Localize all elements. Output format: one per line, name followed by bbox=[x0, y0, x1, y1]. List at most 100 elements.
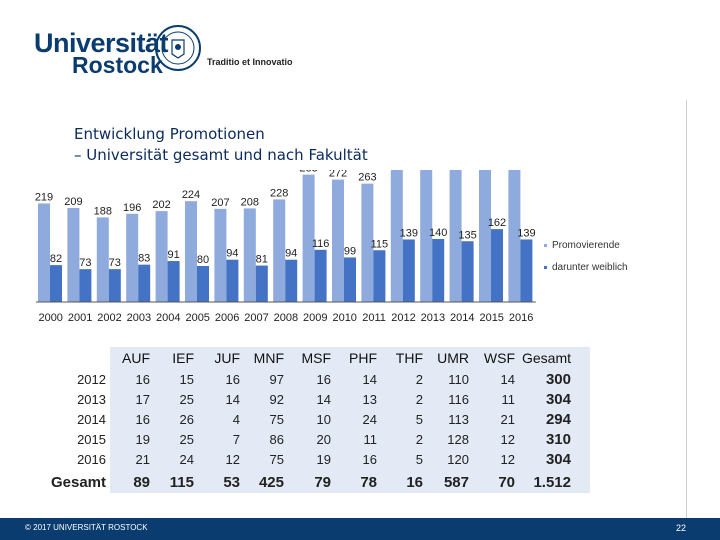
row-label: 2015 bbox=[77, 431, 106, 447]
bar-total-2006 bbox=[214, 208, 227, 302]
x-tick-label-2002: 2002 bbox=[97, 312, 121, 324]
col-header: JUF bbox=[214, 350, 240, 366]
table-row: 2014 16 26 4 75 10 24 5 113 21 294 bbox=[44, 409, 571, 429]
x-tick-label-2012: 2012 bbox=[391, 312, 415, 324]
bar-female-2004 bbox=[167, 261, 180, 302]
bar-total-2011 bbox=[361, 183, 374, 302]
bar-total-2013 bbox=[420, 170, 433, 302]
logo-motto: Traditio et Innovatio bbox=[207, 57, 293, 67]
table-cell: 24 bbox=[362, 411, 377, 427]
x-tick-label-2014: 2014 bbox=[450, 312, 474, 324]
table-cell: 25 bbox=[179, 391, 194, 407]
data-label-total-2010: 272 bbox=[329, 170, 347, 180]
bar-female-2001 bbox=[79, 269, 92, 302]
data-label-female-2001: 73 bbox=[79, 257, 91, 269]
table-cell: 5 bbox=[415, 451, 423, 467]
col-header: UMR bbox=[437, 350, 469, 366]
x-tick-label-2004: 2004 bbox=[156, 312, 180, 324]
bar-female-2003 bbox=[138, 264, 151, 302]
data-label-total-2003: 196 bbox=[123, 202, 141, 214]
total-cell: 16 bbox=[406, 474, 423, 491]
data-label-total-2011: 263 bbox=[358, 172, 376, 184]
table-cell: 19 bbox=[135, 431, 150, 447]
table-cell: 21 bbox=[135, 451, 150, 467]
col-header: MNF bbox=[253, 350, 284, 366]
data-label-total-2009: 283 bbox=[299, 170, 317, 175]
table-cell: 116 bbox=[448, 391, 469, 407]
data-label-total-2008: 228 bbox=[270, 187, 288, 199]
table-cell: 75 bbox=[269, 451, 284, 467]
table-cell: 12 bbox=[500, 451, 515, 467]
table-row: 2015 19 25 7 86 20 11 2 128 12 310 bbox=[44, 429, 571, 449]
page-title: Entwicklung Promotionen – Universität ge… bbox=[74, 124, 368, 166]
table-cell: 113 bbox=[448, 411, 469, 427]
total-cell: 89 bbox=[133, 474, 150, 491]
table-cell: 5 bbox=[415, 411, 423, 427]
table-cell: 2 bbox=[415, 371, 423, 387]
row-label: 2013 bbox=[77, 391, 106, 407]
bar-total-2004 bbox=[155, 211, 168, 302]
page-number: 22 bbox=[675, 523, 686, 533]
x-tick-label-2011: 2011 bbox=[362, 312, 386, 324]
title-line-1: Entwicklung Promotionen bbox=[74, 125, 265, 143]
table-cell: 17 bbox=[135, 391, 150, 407]
data-label-female-2002: 73 bbox=[109, 257, 121, 269]
bar-total-2009 bbox=[302, 174, 315, 302]
col-header: MSF bbox=[301, 350, 331, 366]
col-header: Gesamt bbox=[521, 350, 571, 366]
row-label-total: Gesamt bbox=[50, 474, 106, 491]
table-cell-total: 310 bbox=[545, 430, 571, 448]
x-tick-label-2007: 2007 bbox=[244, 312, 268, 324]
legend-item-female: darunter weiblich bbox=[544, 262, 628, 284]
table-cell: 15 bbox=[179, 371, 194, 387]
table-background bbox=[110, 347, 590, 493]
bar-female-2010 bbox=[344, 257, 356, 302]
data-label-female-2014: 135 bbox=[458, 229, 476, 241]
data-label-female-2003: 83 bbox=[138, 253, 150, 265]
row-label: 2012 bbox=[77, 371, 106, 387]
data-label-total-2000: 219 bbox=[35, 191, 53, 203]
university-seal-icon bbox=[155, 25, 201, 71]
col-header: WSF bbox=[483, 350, 515, 366]
table-cell: 2 bbox=[415, 431, 423, 447]
data-label-female-2006: 94 bbox=[226, 248, 238, 260]
x-tick-label-2009: 2009 bbox=[303, 312, 327, 324]
table-cell: 2 bbox=[415, 391, 423, 407]
total-cell: 53 bbox=[223, 474, 240, 491]
table-cell: 25 bbox=[179, 431, 194, 447]
divider-line bbox=[686, 100, 687, 520]
data-label-total-2001: 209 bbox=[64, 196, 82, 208]
legend-swatch-total bbox=[544, 243, 547, 247]
table-cell: 7 bbox=[232, 431, 240, 447]
table-header-row: AUF IEF JUF MNF MSF PHF THF UMR WSF Gesa… bbox=[44, 347, 571, 369]
bar-total-2000 bbox=[38, 203, 50, 302]
logo-line-1: Universität bbox=[34, 28, 169, 58]
table-cell: 20 bbox=[316, 431, 331, 447]
table-total-row: Gesamt 89 115 53 425 79 78 16 587 70 1.5… bbox=[44, 469, 571, 496]
x-tick-label-2003: 2003 bbox=[127, 312, 151, 324]
promotions-bar-chart: 219 82 2000 209 73 2001 188 73 2002 196 83 2003 202 9… bbox=[35, 170, 536, 324]
table-cell: 16 bbox=[135, 371, 150, 387]
bar-total-2016 bbox=[508, 170, 521, 302]
bar-total-2012 bbox=[390, 170, 403, 302]
bar-total-2010 bbox=[332, 179, 344, 302]
table-cell: 13 bbox=[362, 391, 377, 407]
bar-total-2008 bbox=[273, 199, 286, 302]
table-cell: 10 bbox=[316, 411, 331, 427]
bar-total-2002 bbox=[96, 217, 109, 302]
table-cell: 21 bbox=[500, 411, 515, 427]
table-cell: 92 bbox=[269, 391, 284, 407]
table-row: 2012 16 15 16 97 16 14 2 110 14 300 bbox=[44, 369, 571, 389]
x-tick-label-2010: 2010 bbox=[332, 312, 356, 324]
col-header: IEF bbox=[172, 350, 194, 366]
logo-line-2: Rostock bbox=[72, 52, 163, 78]
table-cell: 14 bbox=[225, 391, 240, 407]
bar-female-2009 bbox=[314, 249, 327, 302]
legend-swatch-female bbox=[544, 265, 547, 269]
table-cell: 11 bbox=[501, 391, 516, 407]
table-cell: 97 bbox=[269, 371, 284, 387]
data-label-total-2002: 188 bbox=[94, 205, 112, 217]
data-label-total-2004: 202 bbox=[152, 199, 170, 211]
table-cell: 11 bbox=[363, 431, 378, 447]
data-label-female-2004: 91 bbox=[167, 249, 179, 261]
